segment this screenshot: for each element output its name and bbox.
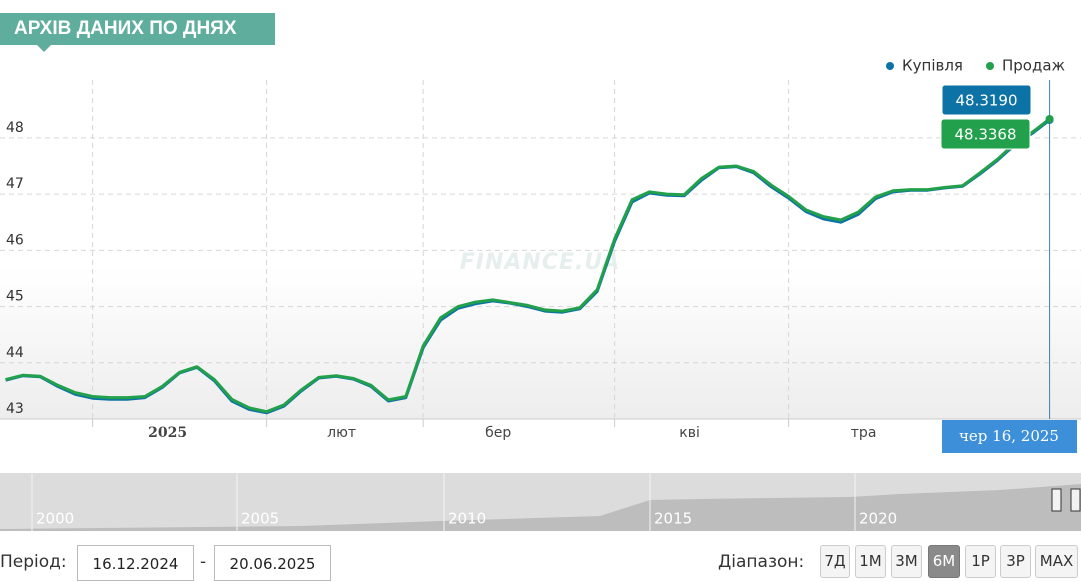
tooltip-value: 48.3190 — [955, 92, 1017, 110]
range-button[interactable]: MAX — [1035, 545, 1078, 578]
chart: FINANCE.UA 43 44 45 46 47 48 2025 лют бер кві тра 4… — [0, 57, 1081, 531]
navigator-area — [0, 484, 1081, 531]
navigator-label: 2005 — [241, 510, 279, 528]
navigator-handle[interactable] — [1051, 488, 1062, 512]
range-button[interactable]: 3Р — [1000, 545, 1031, 578]
y-tick-label: 43 — [6, 401, 24, 417]
y-tick-label: 48 — [6, 120, 24, 136]
navigator-label: 2000 — [36, 510, 74, 528]
header-arrow — [37, 45, 51, 52]
x-tick-label: лют — [327, 425, 356, 441]
tooltip-value: 48.3368 — [954, 126, 1016, 144]
tooltip-box — [940, 118, 1031, 150]
header-title: АРХІВ ДАНИХ ПО ДНЯХ — [0, 13, 275, 45]
range-button[interactable]: 1Р — [965, 545, 996, 578]
legend-marker — [986, 62, 994, 70]
tooltip-box — [941, 84, 1032, 116]
legend-marker — [886, 62, 894, 70]
range-button[interactable]: 6М — [928, 545, 960, 578]
navigator-label: 2010 — [448, 510, 486, 528]
x-tick-label: бер — [485, 425, 511, 441]
legend-label: Купівля — [902, 57, 963, 75]
y-tick-label: 47 — [6, 176, 24, 192]
x-tick-label: 2025 — [148, 425, 187, 441]
separator: - — [200, 552, 207, 572]
range-button[interactable]: 1М — [855, 545, 886, 578]
y-tick-label: 45 — [6, 289, 24, 305]
date-label-box — [942, 420, 1077, 453]
x-tick-label: кві — [679, 425, 700, 441]
navigator-handle[interactable] — [1070, 488, 1081, 512]
range-label: Діапазон: — [718, 552, 805, 572]
navigator-label: 2015 — [654, 510, 692, 528]
legend-label: Продаж — [1002, 57, 1065, 75]
range-button[interactable]: 3М — [891, 545, 922, 578]
watermark: FINANCE.UA — [460, 250, 621, 275]
series-line — [5, 117, 1051, 414]
date-to[interactable]: 20.06.2025 — [214, 545, 331, 581]
navigator-label: 2020 — [859, 510, 897, 528]
date-label: чер 16, 2025 — [959, 427, 1059, 445]
period-label: Період: — [0, 552, 67, 572]
date-from[interactable]: 16.12.2024 — [77, 545, 194, 581]
x-tick-label: тра — [851, 425, 877, 441]
y-tick-label: 44 — [6, 345, 24, 361]
range-button[interactable]: 7Д — [820, 545, 850, 578]
y-tick-label: 46 — [6, 232, 24, 248]
end-marker — [1045, 114, 1054, 123]
